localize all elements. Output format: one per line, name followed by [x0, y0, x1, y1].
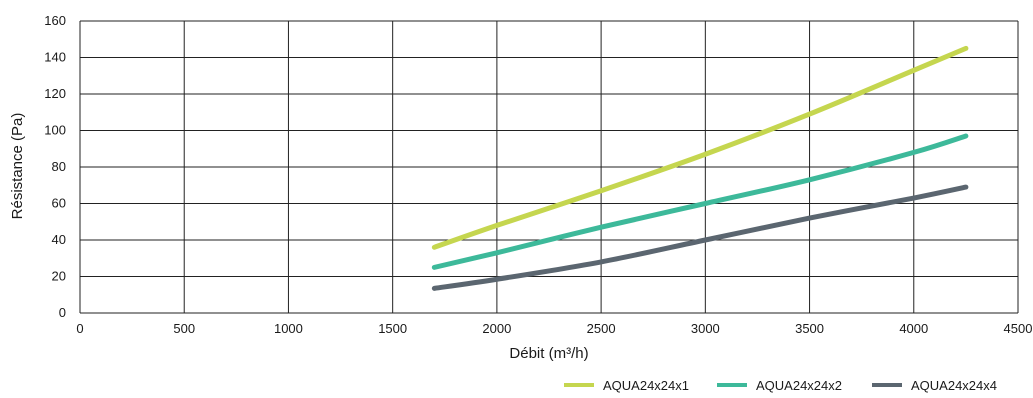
legend-label: AQUA24x24x2 [756, 378, 842, 393]
legend: AQUA24x24x1 AQUA24x24x2 AQUA24x24x4 [564, 378, 997, 393]
x-tick-label: 4000 [899, 321, 928, 336]
legend-label: AQUA24x24x4 [911, 378, 997, 393]
grid-lines [79, 20, 1019, 314]
y-tick-label: 40 [52, 232, 66, 247]
x-axis-ticks: 0 500 1000 1500 2000 2500 3000 3500 4000 4500 [76, 321, 1032, 336]
x-tick-label: 500 [173, 321, 195, 336]
legend-label: AQUA24x24x1 [603, 378, 689, 393]
x-tick-label: 2500 [587, 321, 616, 336]
x-tick-label: 3000 [691, 321, 720, 336]
series-line-aqua24x24x2 [431, 133, 969, 270]
y-tick-label: 60 [52, 196, 66, 211]
x-tick-label: 3500 [795, 321, 824, 336]
y-axis-ticks: 0 20 40 60 80 100 120 140 160 [44, 13, 66, 320]
y-tick-label: 20 [52, 269, 66, 284]
y-tick-label: 140 [44, 50, 66, 65]
y-tick-label: 0 [59, 305, 66, 320]
series-line-aqua24x24x1 [431, 45, 969, 250]
x-tick-label: 1500 [378, 321, 407, 336]
x-tick-label: 1000 [274, 321, 303, 336]
y-tick-label: 100 [44, 123, 66, 138]
x-tick-label: 4500 [1004, 321, 1033, 336]
y-axis-title: Résistance (Pa) [9, 113, 26, 220]
series-lines [431, 45, 969, 291]
x-tick-label: 2000 [482, 321, 511, 336]
y-tick-label: 80 [52, 159, 66, 174]
x-tick-label: 0 [76, 321, 83, 336]
y-tick-label: 160 [44, 13, 66, 28]
x-axis-title: Débit (m³/h) [509, 345, 588, 362]
y-tick-label: 120 [44, 86, 66, 101]
series-line-aqua24x24x4 [431, 184, 969, 291]
